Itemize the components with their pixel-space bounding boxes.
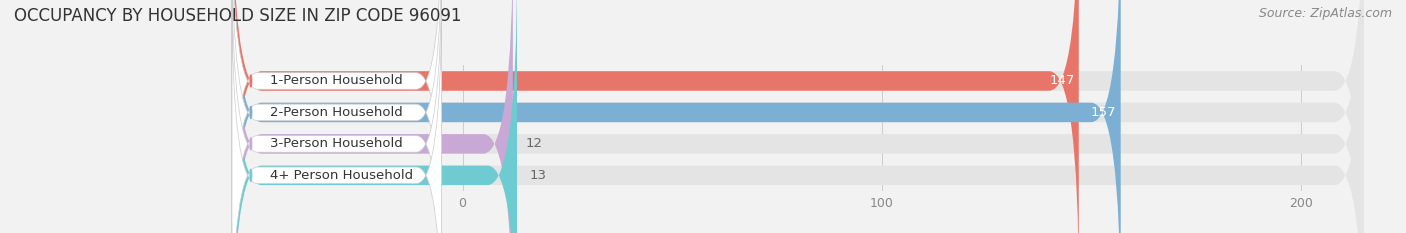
FancyBboxPatch shape bbox=[232, 0, 1121, 233]
FancyBboxPatch shape bbox=[232, 0, 441, 233]
Text: OCCUPANCY BY HOUSEHOLD SIZE IN ZIP CODE 96091: OCCUPANCY BY HOUSEHOLD SIZE IN ZIP CODE … bbox=[14, 7, 461, 25]
Circle shape bbox=[250, 138, 252, 150]
FancyBboxPatch shape bbox=[232, 0, 1364, 233]
Circle shape bbox=[250, 169, 252, 181]
Text: 1-Person Household: 1-Person Household bbox=[270, 75, 402, 87]
FancyBboxPatch shape bbox=[232, 0, 441, 233]
FancyBboxPatch shape bbox=[232, 0, 513, 233]
Text: 12: 12 bbox=[526, 137, 543, 150]
Circle shape bbox=[250, 75, 252, 87]
FancyBboxPatch shape bbox=[232, 0, 1364, 233]
Text: Source: ZipAtlas.com: Source: ZipAtlas.com bbox=[1258, 7, 1392, 20]
FancyBboxPatch shape bbox=[232, 0, 441, 233]
Text: 147: 147 bbox=[1049, 75, 1074, 87]
Text: 13: 13 bbox=[530, 169, 547, 182]
FancyBboxPatch shape bbox=[232, 0, 1078, 233]
FancyBboxPatch shape bbox=[232, 0, 1364, 233]
FancyBboxPatch shape bbox=[232, 0, 441, 233]
Text: 157: 157 bbox=[1091, 106, 1116, 119]
FancyBboxPatch shape bbox=[232, 0, 1364, 233]
Text: 2-Person Household: 2-Person Household bbox=[270, 106, 402, 119]
Text: 4+ Person Household: 4+ Person Household bbox=[270, 169, 413, 182]
Circle shape bbox=[250, 106, 252, 118]
FancyBboxPatch shape bbox=[232, 0, 517, 233]
Text: 3-Person Household: 3-Person Household bbox=[270, 137, 402, 150]
